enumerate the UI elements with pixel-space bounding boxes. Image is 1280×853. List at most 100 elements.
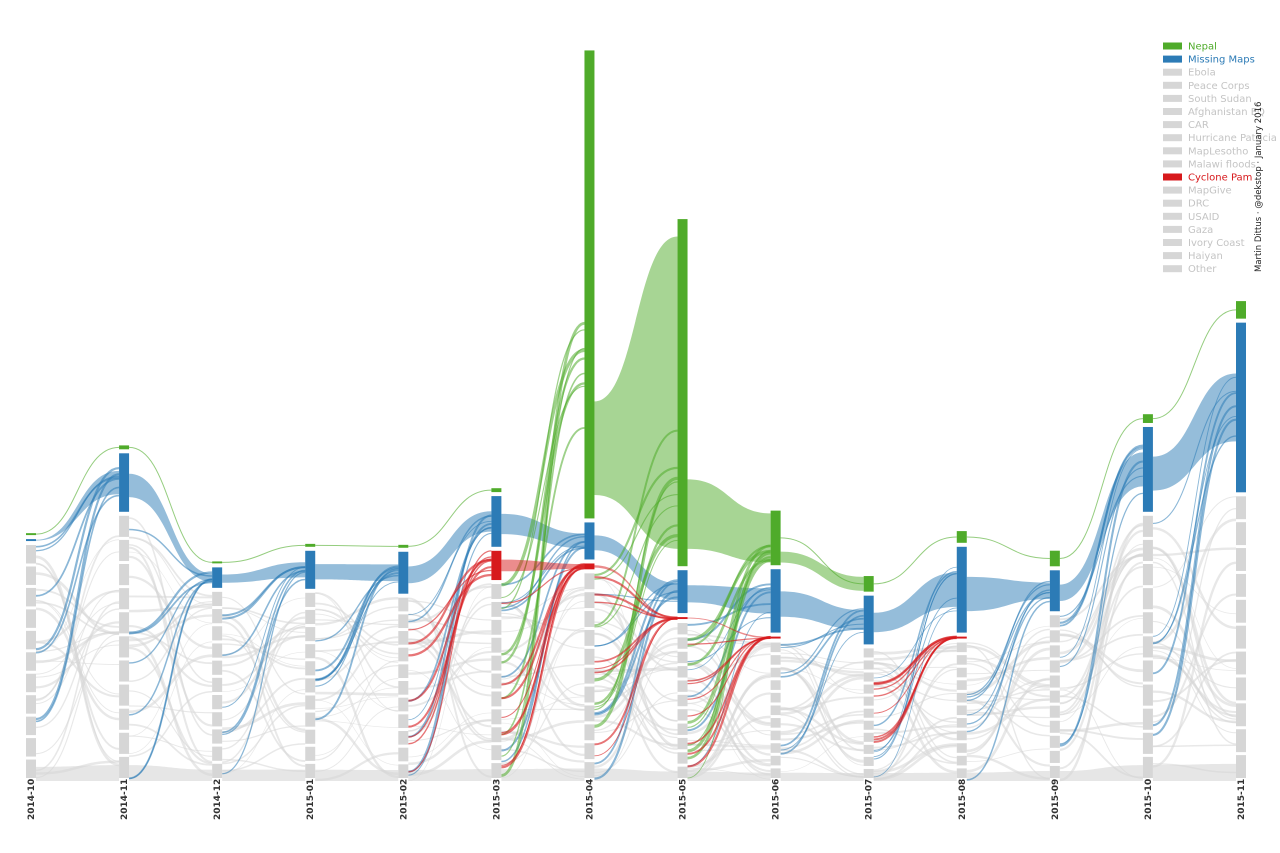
flow-nepal [1152,309,1237,420]
flow-other [129,690,213,757]
node-other [119,588,130,610]
node-other [119,612,130,634]
node-missing-maps [1236,322,1246,493]
node-missing-maps [119,453,130,512]
node-other [1142,588,1153,610]
flow-other [408,651,492,707]
flow-to-cyclone-pam [408,573,492,657]
node-other [398,697,409,712]
flow-other [594,576,678,749]
node-other [398,714,409,729]
flow-other [222,621,306,767]
flow-other [1152,547,1237,557]
node-missing-maps [1049,570,1060,612]
node-other [1142,708,1153,730]
node-other [398,597,409,612]
flow-to-missing-maps [966,596,1050,725]
flow-other [1059,529,1144,751]
flow-other [687,689,771,776]
node-other [863,672,874,682]
flow-nepal [408,489,492,547]
flow-other [966,706,1050,717]
node-other [119,636,130,658]
node-nepal [863,576,874,592]
flow-other [1152,690,1237,723]
node-other [1142,515,1153,537]
node-other [26,652,36,671]
node-other [677,637,688,649]
node-other [770,642,781,653]
flow-other [128,636,213,777]
flow-other [35,601,120,772]
flow-other [1152,658,1237,671]
flow-other [966,642,1050,686]
flow-to-cyclone-pam [408,558,492,702]
node-other [1236,599,1246,623]
flow-to-missing-maps [780,631,864,751]
node-other [212,677,223,693]
legend-swatch [1163,55,1182,63]
node-other [26,545,36,564]
legend-swatch [1163,212,1182,220]
legend-swatch [1163,81,1182,89]
flow-other [594,685,678,731]
flow-other [780,736,864,772]
flow-to-nepal [500,321,585,778]
node-other [770,680,781,690]
legend-label: MapLesotho [1188,146,1248,157]
node-nepal [1236,301,1246,319]
flow-other [315,650,399,711]
flow-nepal-band [780,551,864,591]
flow-other [1059,653,1143,689]
legend-swatch [1163,121,1182,129]
legend-swatch [1163,147,1182,155]
node-other [770,730,781,741]
flow-other [873,667,957,764]
flow-to-cyclone-pam [408,560,492,745]
flow-other [315,691,399,696]
flow-other [687,708,771,767]
node-other [1049,705,1060,718]
flow-other [1152,654,1237,717]
node-other [212,643,223,658]
x-tick-label: 2015-02 [399,779,409,820]
flow-other [129,723,213,766]
flow-missing-maps [873,572,957,633]
flow-other-band [222,769,306,781]
node-other [1236,703,1246,727]
node-other [770,655,781,665]
node-other [677,623,688,635]
flow-to-missing-maps [873,607,957,778]
flow-missing-maps [501,513,585,549]
node-other [584,743,595,760]
node-nepal [491,488,502,493]
node-missing-maps [677,570,688,614]
node-other [26,566,36,585]
node-other [1236,548,1246,571]
flow-other [408,600,492,621]
node-other [956,730,967,741]
node-other [1049,750,1060,763]
x-tick-label: 2015-08 [958,779,968,820]
flow-other [873,643,957,701]
flow-other-band [501,768,585,781]
flow-nepal [35,446,120,535]
node-other [305,609,316,625]
node-other [398,747,409,762]
node-other [491,745,502,761]
flow-to-nepal [687,557,771,746]
legend-swatch [1163,252,1182,260]
flow-other-band [966,771,1050,781]
node-other [1236,573,1246,597]
node-other [1236,625,1246,649]
node-other [26,695,36,714]
node-nepal [212,561,223,564]
flow-to-missing-maps [315,567,399,672]
flow-nepal [966,536,1050,559]
node-other [398,647,409,662]
node-nepal [398,544,409,548]
node-other [26,738,36,757]
flow-other [780,667,864,744]
flow-other [1152,651,1237,748]
